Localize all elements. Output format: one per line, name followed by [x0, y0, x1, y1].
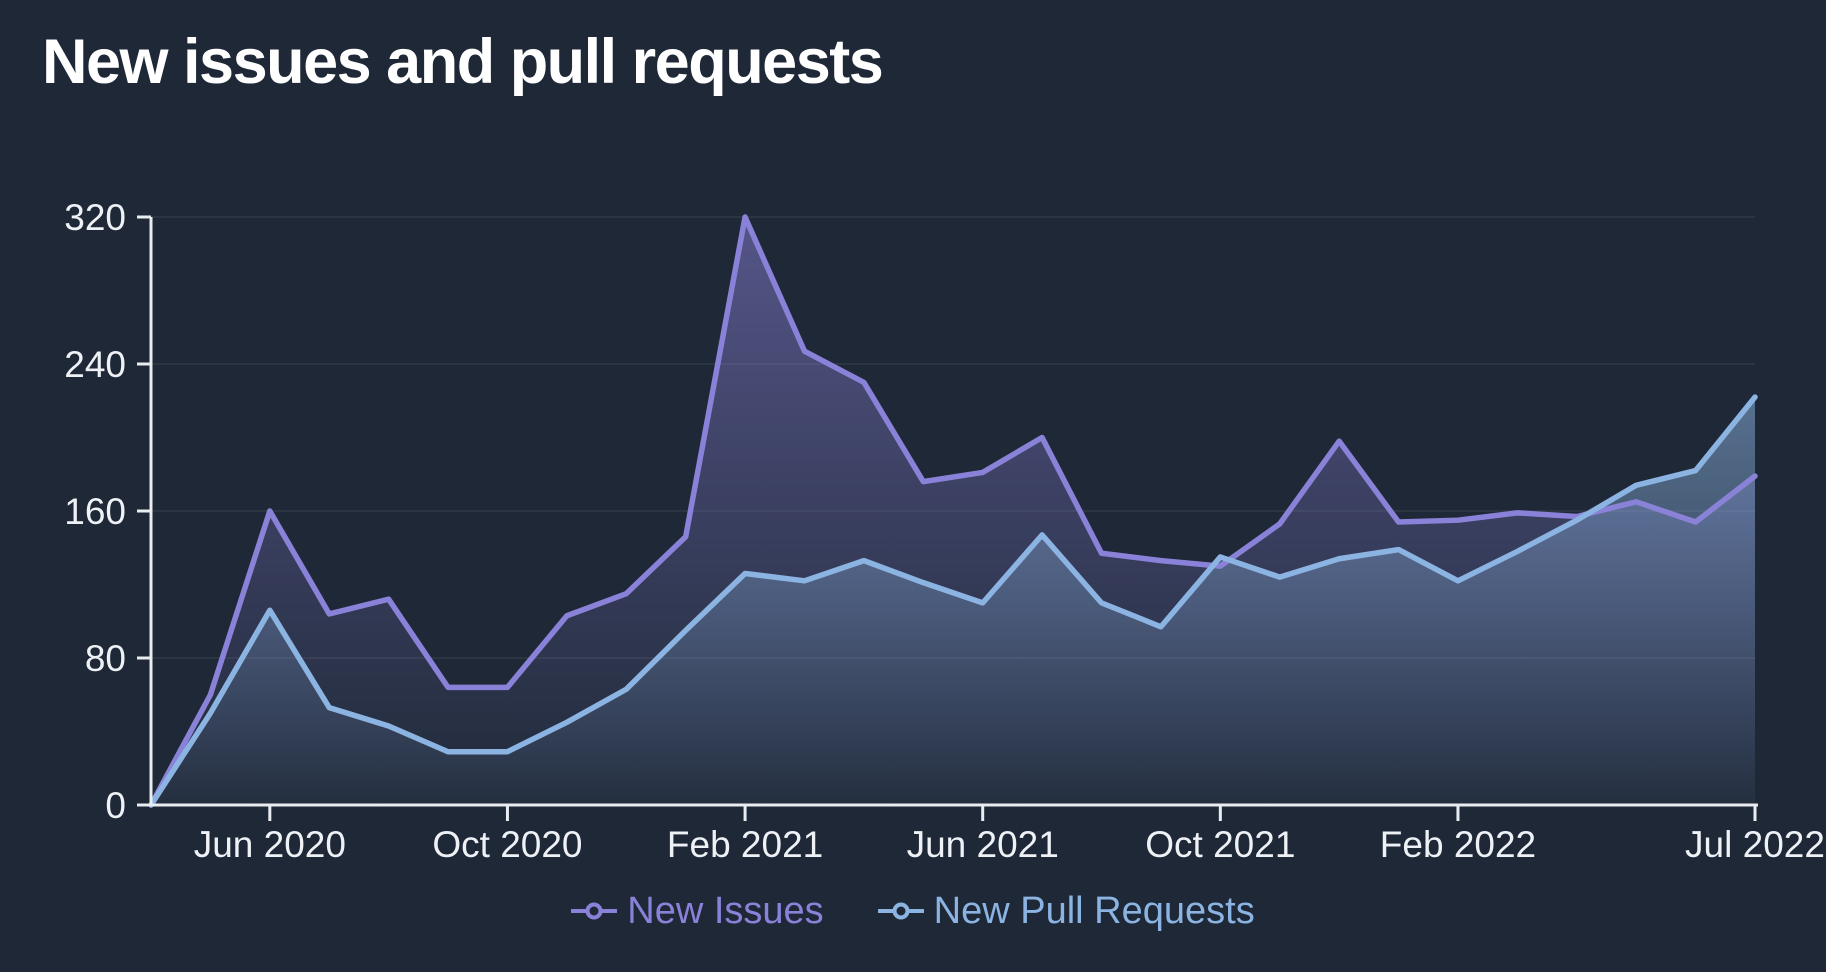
- y-axis-label-320: 320: [64, 197, 126, 238]
- series-area-new-pull-requests: [151, 397, 1755, 805]
- x-axis-label-jun-2021: Jun 2021: [907, 824, 1059, 865]
- legend-item-new-pull-requests[interactable]: New Pull Requests: [877, 890, 1255, 932]
- x-axis-label-feb-2022: Feb 2022: [1380, 824, 1536, 865]
- x-axis-label-jun-2020: Jun 2020: [194, 824, 346, 865]
- y-axis-label-0: 0: [105, 785, 126, 826]
- legend-line-marker-icon: [877, 902, 924, 920]
- chart-title: New issues and pull requests: [42, 27, 884, 97]
- series-line-new-pull-requests[interactable]: [148, 394, 1758, 808]
- y-axis-label-80: 80: [85, 638, 126, 679]
- y-axis-label-240: 240: [64, 344, 126, 385]
- legend-item-new-issues[interactable]: New Issues: [571, 890, 824, 932]
- x-axis-label-feb-2021: Feb 2021: [667, 824, 823, 865]
- series-line-new-issues[interactable]: [148, 214, 1758, 808]
- legend-label: New Issues: [627, 890, 824, 932]
- x-axis-label-jul-2022: Jul 2022: [1685, 824, 1825, 865]
- legend: New Issues New Pull Requests: [0, 892, 1826, 930]
- legend-label: New Pull Requests: [933, 890, 1255, 932]
- y-axis-label-160: 160: [64, 491, 126, 532]
- x-axis-label-oct-2020: Oct 2020: [432, 824, 582, 865]
- x-axis-label-oct-2021: Oct 2021: [1145, 824, 1295, 865]
- legend-line-marker-icon: [571, 902, 618, 920]
